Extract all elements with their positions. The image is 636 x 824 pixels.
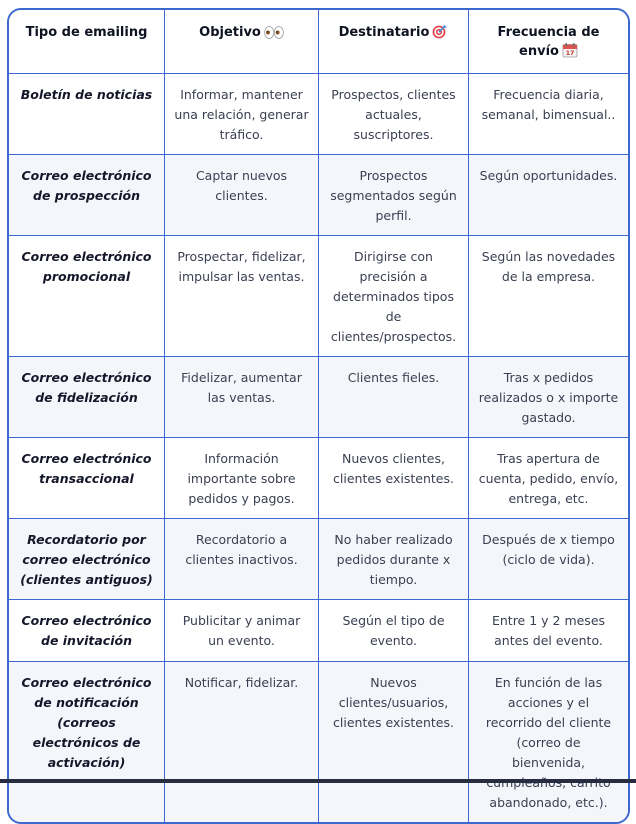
- row-recipient-cell: Prospectos segmentados según perfil.: [318, 155, 468, 235]
- row-objective-cell: Fidelizar, aumentar las ventas.: [164, 357, 318, 437]
- header-label: Tipo de emailing: [25, 25, 148, 40]
- header-label: Destinatario: [338, 25, 430, 40]
- row-frequency-cell: Tras x pedidos realizados o x importe ga…: [468, 357, 628, 437]
- row-recipient-cell: Clientes fieles.: [318, 357, 468, 437]
- row-recipient-cell: Prospectos, clientes actuales, suscripto…: [318, 74, 468, 154]
- table-row: Correo electrónico de invitación Publici…: [9, 599, 628, 661]
- table-row: Correo electrónico transaccional Informa…: [9, 437, 628, 518]
- table-row: Boletín de noticias Informar, mantener u…: [9, 73, 628, 154]
- bottom-divider-bar: [0, 779, 636, 783]
- row-type-cell: Boletín de noticias: [20, 87, 153, 102]
- target-icon: [432, 23, 448, 45]
- row-type-cell: Correo electrónico promocional: [21, 249, 152, 284]
- table-row: Correo electrónico de prospección Captar…: [9, 154, 628, 235]
- row-objective-cell: Recordatorio a clientes inactivos.: [164, 519, 318, 599]
- table-row: Correo electrónico de fidelización Fidel…: [9, 356, 628, 437]
- row-objective-cell: Informar, mantener una relación, generar…: [164, 74, 318, 154]
- row-recipient-cell: Nuevos clientes, clientes existentes.: [318, 438, 468, 518]
- header-cell-objetivo: Objetivo: [164, 10, 318, 73]
- svg-text:17: 17: [566, 50, 575, 57]
- row-type-cell: Correo electrónico de invitación: [21, 613, 152, 648]
- row-recipient-cell: No haber realizado pedidos durante x tie…: [318, 519, 468, 599]
- header-label: Objetivo: [199, 25, 261, 40]
- row-type-cell: Correo electrónico transaccional: [21, 451, 152, 486]
- row-recipient-cell: Dirigirse con precisión a determinados t…: [318, 236, 468, 356]
- eyes-icon: [264, 26, 284, 45]
- table-row: Recordatorio por correo electrónico (cli…: [9, 518, 628, 599]
- row-type-cell: Correo electrónico de notificación (corr…: [21, 675, 152, 770]
- header-cell-frecuencia: Frecuencia de envío 17: [468, 10, 628, 73]
- header-cell-destinatario: Destinatario: [318, 10, 468, 73]
- table-row: Correo electrónico promocional Prospecta…: [9, 235, 628, 356]
- row-objective-cell: Prospectar, fidelizar, impulsar las vent…: [164, 236, 318, 356]
- row-objective-cell: Información importante sobre pedidos y p…: [164, 438, 318, 518]
- row-frequency-cell: Frecuencia diaria, semanal, bimensual..: [468, 74, 628, 154]
- row-recipient-cell: Según el tipo de evento.: [318, 600, 468, 661]
- table-row: Correo electrónico de notificación (corr…: [9, 661, 628, 822]
- row-type-cell: Recordatorio por correo electrónico (cli…: [20, 532, 153, 587]
- header-label: Frecuencia de envío: [497, 25, 600, 59]
- row-type-cell: Correo electrónico de fidelización: [21, 370, 152, 405]
- row-frequency-cell: Según las novedades de la empresa.: [468, 236, 628, 356]
- row-frequency-cell: Entre 1 y 2 meses antes del evento.: [468, 600, 628, 661]
- email-types-table: Tipo de emailing Objetivo Destinatario F…: [7, 8, 630, 824]
- row-recipient-cell: Nuevos clientes/usuarios, clientes exist…: [318, 662, 468, 822]
- row-frequency-cell: Tras apertura de cuenta, pedido, envío, …: [468, 438, 628, 518]
- row-objective-cell: Notificar, fidelizar.: [164, 662, 318, 822]
- table-header-row: Tipo de emailing Objetivo Destinatario F…: [9, 10, 628, 73]
- row-frequency-cell: En función de las acciones y el recorrid…: [468, 662, 628, 822]
- row-type-cell: Correo electrónico de prospección: [21, 168, 152, 203]
- row-objective-cell: Captar nuevos clientes.: [164, 155, 318, 235]
- row-frequency-cell: Según oportunidades.: [468, 155, 628, 235]
- row-objective-cell: Publicitar y animar un evento.: [164, 600, 318, 661]
- email-types-table-page: Tipo de emailing Objetivo Destinatario F…: [0, 8, 636, 824]
- row-frequency-cell: Después de x tiempo (ciclo de vida).: [468, 519, 628, 599]
- header-cell-tipo: Tipo de emailing: [9, 10, 164, 73]
- calendar-icon: 17: [562, 43, 578, 64]
